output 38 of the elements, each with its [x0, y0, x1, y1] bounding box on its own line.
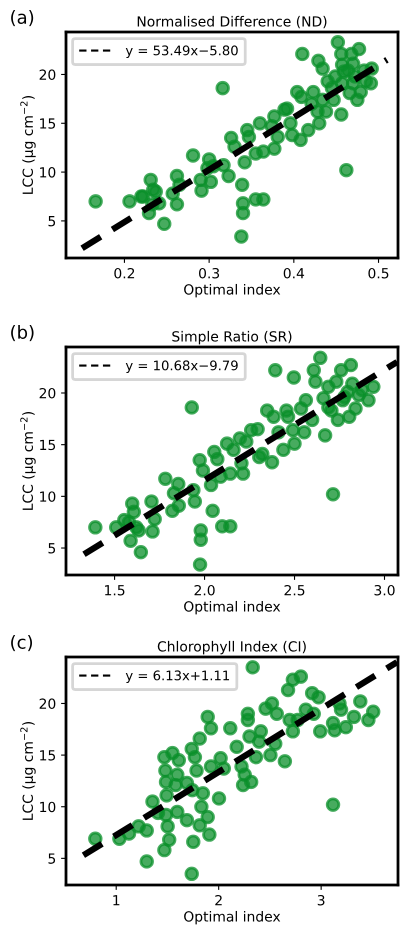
legend-label: y = 6.13x+1.11: [126, 670, 230, 683]
y-tick-label: 15: [40, 750, 56, 761]
x-tick-label: 1: [113, 895, 120, 906]
x-axis-title: Optimal index: [184, 910, 280, 924]
chart-title: Chlorophyll Index (CI): [158, 640, 306, 654]
y-tick-label: 5: [48, 543, 56, 554]
y-tick-label: 10: [40, 491, 56, 502]
x-tick-label: 2.5: [284, 584, 304, 596]
x-tick-label: 0.4: [284, 268, 304, 278]
y-tick-label: 5: [48, 216, 56, 226]
x-tick-label: 3: [318, 894, 324, 906]
x-tick-label: 0.3: [199, 268, 220, 278]
x-tick-label: 0.2: [114, 268, 134, 278]
legend-label: y = 10.68x−9.79: [126, 360, 238, 373]
x-axis-title: Optimal index: [184, 600, 280, 614]
y-tick-label: 5: [48, 854, 56, 864]
y-tick-label: 15: [40, 440, 56, 450]
x-tick-label: 1.5: [105, 585, 124, 596]
chart-title: Normalised Difference (ND): [138, 16, 326, 28]
y-tick-label: 15: [40, 118, 56, 129]
x-axis-title: Optimal index: [184, 284, 280, 298]
chart-title: Simple Ratio (SR): [172, 330, 292, 344]
y-tick-label: 20: [40, 698, 56, 709]
y-axis-title: LCC (μg cm$^{−2}$): [20, 412, 36, 510]
y-axis-title: LCC (μg cm$^{−2}$): [20, 722, 36, 820]
y-tick-label: 10: [40, 802, 56, 812]
y-axis-title: LCC (μg cm$^{−2}$): [20, 96, 36, 194]
y-tick-label: 20: [40, 388, 56, 398]
legend-label: y = 53.49x−5.80: [126, 45, 238, 58]
x-tick-label: 2.0: [194, 584, 215, 596]
text: (a): [11, 10, 34, 26]
y-tick-label: 20: [40, 69, 56, 80]
text: (c): [11, 634, 32, 652]
text: (b): [11, 324, 34, 342]
y-tick-label: 10: [40, 167, 56, 178]
x-tick-label: 0.5: [368, 268, 388, 278]
x-tick-label: 2: [215, 894, 222, 906]
x-tick-label: 3.0: [374, 584, 395, 596]
